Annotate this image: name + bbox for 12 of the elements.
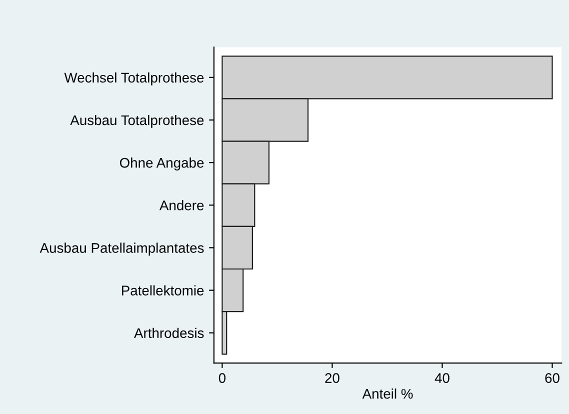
y-tick-label: Ohne Angabe: [120, 158, 204, 170]
x-tick-label: 40: [434, 373, 450, 383]
y-tick-label: Andere: [159, 200, 204, 210]
y-tick-label: Patellektomie: [122, 285, 204, 296]
y-tick-label: Arthrodesis: [134, 328, 204, 338]
x-tick-label: 60: [545, 373, 560, 383]
y-tick-label: Wechsel Totalprothese: [64, 72, 204, 86]
x-tick-label: 0: [218, 373, 226, 383]
x-tick-label: 20: [325, 373, 340, 383]
x-axis-title: Anteil %: [362, 388, 413, 399]
y-tick-label: Ausbau Patellaimplantates: [40, 242, 204, 256]
y-tick-label: Ausbau Totalprothese: [70, 114, 204, 128]
